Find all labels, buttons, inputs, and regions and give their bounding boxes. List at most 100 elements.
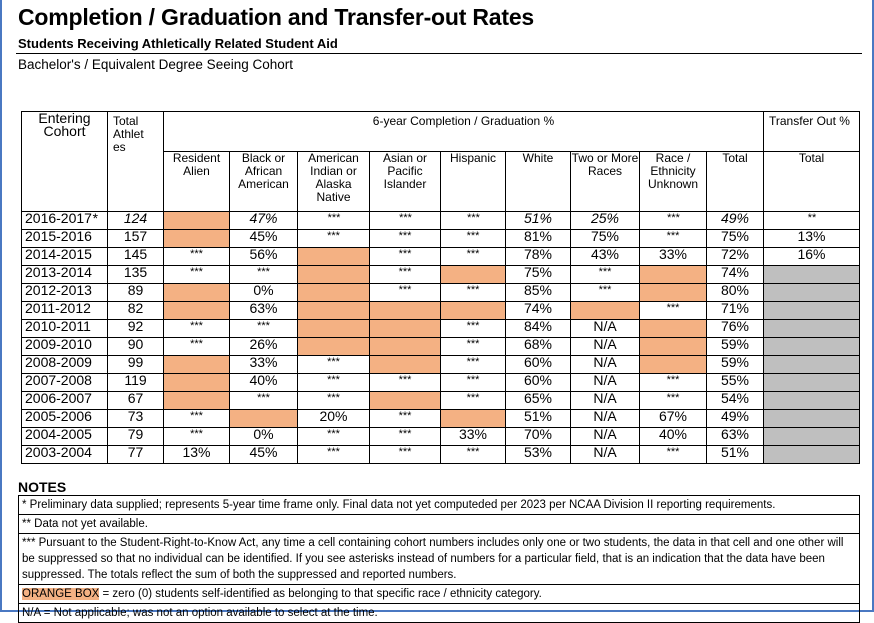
- cohort-year: 2008-2009: [25, 354, 92, 370]
- table-row: 2004-2005 79 *** 0% *** *** 33% 70% N/A 40% 63%: [21, 427, 860, 446]
- notes-heading: NOTES: [18, 479, 67, 495]
- cell-transfer-na: [763, 409, 860, 428]
- cell-value: ***: [440, 211, 506, 230]
- header-transfer-total: Total: [763, 151, 860, 212]
- cohort-year: 2005-2006: [25, 408, 92, 424]
- cell-total-athletes: 77: [107, 445, 164, 464]
- cell-cohort: 2010-2011: [21, 319, 108, 338]
- note-preliminary: * Preliminary data supplied; represents …: [18, 495, 860, 515]
- cell-value: ***: [369, 247, 441, 266]
- cell-value: 20%: [297, 409, 370, 428]
- table-row: 2014-2015 145 *** 56% *** *** 78% 43% 33% 72% 16%: [21, 246, 860, 266]
- cell-transfer-na: [763, 265, 860, 284]
- orange-box-text: = zero (0) students self-identified as b…: [99, 588, 542, 600]
- header-col-black-or-african-american: Black or African American: [229, 151, 298, 212]
- cell-value: 13%: [163, 445, 230, 464]
- cell-value: N/A: [570, 445, 640, 464]
- cell-value: ***: [163, 247, 230, 266]
- cell-zero-orange: [570, 301, 640, 320]
- table-row: 2005-2006 73 *** 20% *** 51% N/A 67% 49%: [21, 408, 860, 428]
- cell-value: 33%: [440, 427, 506, 446]
- cell-zero-orange: [369, 355, 441, 374]
- orange-box-label: ORANGE BOX: [22, 588, 100, 600]
- header-col-two-or-more-races: Two or More Races: [570, 151, 640, 212]
- cell-cohort: 2014-2015: [21, 246, 108, 266]
- cell-value: ***: [639, 391, 707, 410]
- cohort-year: 2014-2015: [25, 246, 92, 262]
- cell-value: ***: [369, 265, 441, 284]
- cell-value: ***: [163, 409, 230, 428]
- cell-zero-orange: [639, 265, 707, 284]
- cell-value: 51%: [505, 409, 571, 428]
- cell-value: 80%: [706, 283, 764, 302]
- cell-value: 74%: [505, 301, 571, 320]
- notes-table: * Preliminary data supplied; represents …: [18, 495, 860, 623]
- cell-value: 60%: [505, 355, 571, 374]
- cell-cohort: 2011-2012: [21, 301, 108, 320]
- cell-value: ***: [369, 373, 441, 392]
- cohort-year: 2012-2013: [25, 282, 92, 298]
- table-row: 2010-2011 92 *** *** *** 84% N/A 76%: [21, 319, 860, 338]
- cell-total-athletes: 135: [107, 265, 164, 284]
- cell-value: ***: [440, 445, 506, 464]
- cohort-year: 2015-2016: [25, 228, 92, 244]
- table-row: 2011-2012 82 63% 74% *** 71%: [21, 301, 860, 320]
- cell-value: ***: [570, 283, 640, 302]
- cell-cohort: 2004-2005: [21, 427, 108, 446]
- table-row: 2015-2016 157 45% *** *** *** 81% 75% *** 75% 13%: [21, 228, 860, 248]
- cell-value: 84%: [505, 319, 571, 338]
- cell-transfer: 16%: [763, 247, 860, 266]
- cell-value: ***: [297, 445, 370, 464]
- cell-value: 81%: [505, 229, 571, 248]
- cohort-year: 2006-2007: [25, 390, 92, 406]
- header-col-asian-or-pacific-islander: Asian or Pacific Islander: [369, 151, 441, 212]
- cell-value: ***: [440, 229, 506, 248]
- cell-value: ***: [297, 373, 370, 392]
- header-col-race-ethnicity-unknown: Race / Ethnicity Unknown: [639, 151, 707, 212]
- cell-value: 33%: [639, 247, 707, 266]
- cell-value: ***: [297, 355, 370, 374]
- cell-value: ***: [297, 229, 370, 248]
- cell-value: N/A: [570, 427, 640, 446]
- cell-value: ***: [369, 445, 441, 464]
- table-row: 2006-2007 67 *** *** *** 65% N/A *** 54%: [21, 390, 860, 410]
- cell-total-athletes: 119: [107, 373, 164, 392]
- cell-cohort: 2008-2009: [21, 354, 108, 374]
- table-row: 2008-2009 99 33% *** *** 60% N/A 59%: [21, 354, 860, 374]
- cohort-year: 2007-2008: [25, 372, 92, 388]
- cell-value: ***: [440, 319, 506, 338]
- header-completion-group: 6-year Completion / Graduation %: [163, 111, 764, 152]
- cell-zero-orange: [639, 283, 707, 302]
- cell-value: ***: [163, 337, 230, 356]
- cell-value: 60%: [505, 373, 571, 392]
- cell-zero-orange: [440, 265, 506, 284]
- cell-value: 49%: [706, 211, 764, 230]
- cell-transfer-na: [763, 445, 860, 464]
- cell-cohort: 2015-2016: [21, 228, 108, 248]
- cell-value: 33%: [229, 355, 298, 374]
- cell-value: ***: [297, 391, 370, 410]
- cell-value: N/A: [570, 319, 640, 338]
- cell-zero-orange: [163, 283, 230, 302]
- cell-value: N/A: [570, 355, 640, 374]
- cell-total-athletes: 92: [107, 319, 164, 338]
- cell-zero-orange: [229, 409, 298, 428]
- table-row: 2009-2010 90 *** 26% *** 68% N/A 59%: [21, 337, 860, 356]
- cell-value: N/A: [570, 373, 640, 392]
- note-na: N/A = Not applicable; was not an option …: [18, 603, 860, 623]
- table-row: 2012-2013 89 0% *** *** 85% *** 80%: [21, 282, 860, 302]
- cell-value: ***: [369, 211, 441, 230]
- cell-total-athletes: 67: [107, 391, 164, 410]
- cell-transfer-na: [763, 337, 860, 356]
- cell-value: ***: [570, 265, 640, 284]
- cell-cohort: 2016-2017*: [21, 211, 108, 230]
- cell-value: ***: [440, 337, 506, 356]
- cohort-year: 2013-2014: [25, 264, 92, 280]
- cell-value: N/A: [570, 337, 640, 356]
- cell-value: ***: [297, 427, 370, 446]
- cell-value: 59%: [706, 355, 764, 374]
- cell-value: ***: [369, 409, 441, 428]
- cell-value: 63%: [706, 427, 764, 446]
- cell-value: 47%: [229, 211, 298, 230]
- note-not-available: ** Data not yet available.: [18, 514, 860, 534]
